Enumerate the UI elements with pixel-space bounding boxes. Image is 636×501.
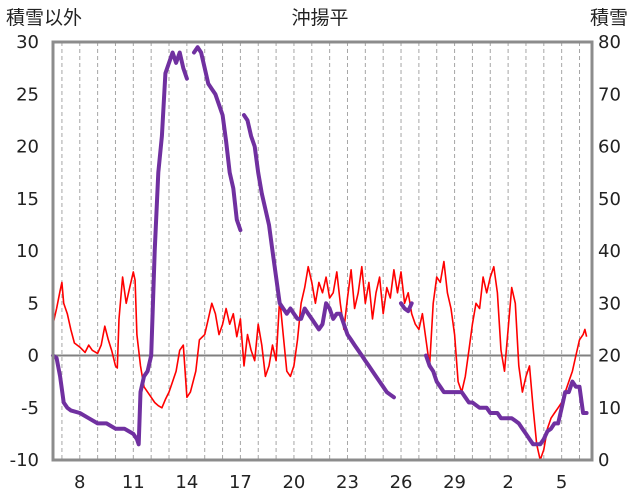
x-tick-label: 17 [229,472,252,493]
left-tick-label: -10 [10,450,39,471]
series-layer [51,45,589,461]
x-tick-label: 11 [122,472,145,493]
right-tick-label: 10 [598,398,621,419]
right-tick-label: 50 [598,189,621,210]
right-y-axis: 80 70 60 50 40 30 20 10 0 [598,32,621,471]
left-tick-label: 10 [16,241,39,262]
snow-depth-line [51,50,189,447]
temperature-line [52,260,588,461]
left-tick-label: 0 [28,346,39,367]
right-tick-label: 20 [598,346,621,367]
right-tick-label: 30 [598,293,621,314]
right-tick-label: 80 [598,32,621,53]
x-tick-label: 23 [336,472,359,493]
snow-depth-line [192,45,243,233]
x-tick-label: 29 [443,472,466,493]
snow-depth-line [424,353,589,447]
chart-title: 沖揚平 [291,7,348,29]
right-tick-label: 70 [598,84,621,105]
left-tick-label: 20 [16,137,39,158]
plot-frame [51,40,594,462]
left-axis-label: 積雪以外 [6,7,82,29]
left-tick-label: 25 [16,84,39,105]
x-tick-label: 20 [282,472,305,493]
right-tick-label: 0 [598,450,609,471]
x-axis: 8 11 14 17 20 23 26 29 2 5 [74,472,567,493]
left-tick-label: -5 [21,398,39,419]
right-tick-label: 40 [598,241,621,262]
snow-depth-line [242,113,396,400]
x-tick-label: 5 [556,472,567,493]
left-tick-label: 15 [16,189,39,210]
x-tick-label: 2 [502,472,513,493]
left-tick-label: 5 [28,293,39,314]
snow-depth-line [399,301,414,314]
x-tick-label: 26 [390,472,413,493]
left-y-axis: 30 25 20 15 10 5 0 -5 -10 [10,32,39,471]
right-axis-label: 積雪 [590,7,628,29]
x-tick-label: 14 [175,472,198,493]
left-tick-label: 30 [16,32,39,53]
x-tick-label: 8 [74,472,85,493]
right-tick-label: 60 [598,137,621,158]
